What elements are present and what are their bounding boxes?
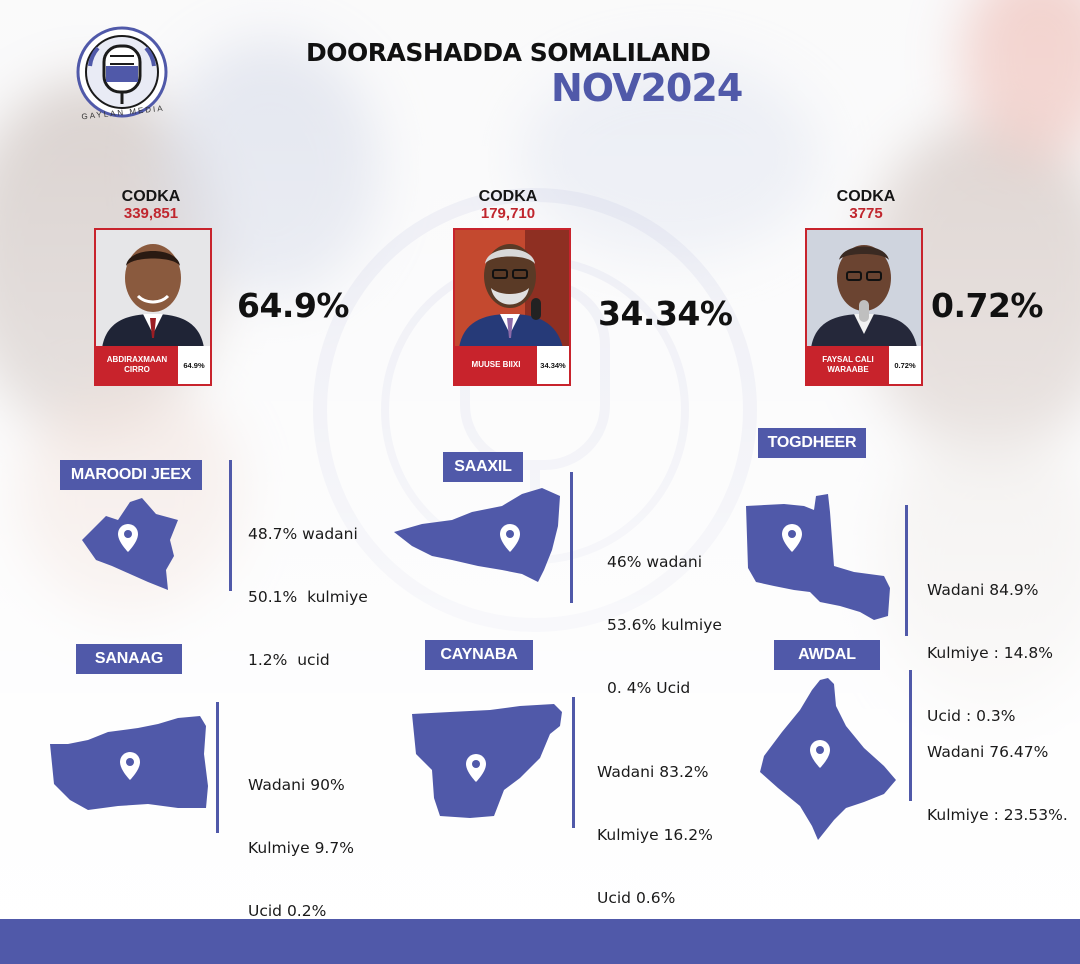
result-line: 48.7% wadani	[248, 525, 358, 543]
candidate-photo	[96, 230, 210, 348]
candidate-vote-header: CODKA 179,710	[452, 188, 564, 222]
page-title: DOORASHADDA SOMALILAND	[306, 38, 711, 67]
candidate-percent: 0.72%	[931, 286, 1044, 325]
candidate-photo	[807, 230, 921, 348]
candidate-card: ABDIRAXMAAN CIRRO 64.9%	[94, 228, 212, 386]
region-map-maroodi-jeex	[82, 498, 178, 590]
result-line: 53.6% kulmiye	[607, 616, 722, 634]
candidate-name: ABDIRAXMAAN CIRRO	[96, 346, 178, 384]
region-map-awdal	[760, 678, 896, 840]
candidate-card-percent: 0.72%	[889, 346, 921, 384]
candidate-vote-header: CODKA 339,851	[96, 188, 206, 222]
result-line: 50.1% kulmiye	[248, 588, 368, 606]
result-line: Ucid : 0.3%	[927, 707, 1016, 725]
region-label-sanaag: SANAAG	[76, 644, 182, 674]
region-divider	[570, 472, 573, 603]
candidate-card-percent: 64.9%	[178, 346, 210, 384]
vote-count: 339,851	[123, 205, 179, 222]
region-results-togdheer: Wadani 84.9% Kulmiye : 14.8% Ucid : 0.3%	[927, 538, 1053, 769]
candidate-card-percent: 34.34%	[537, 346, 569, 384]
region-label-caynaba: CAYNABA	[425, 640, 533, 670]
region-divider	[229, 460, 232, 591]
result-line: Kulmiye : 14.8%	[927, 644, 1053, 662]
candidate-percent: 34.34%	[598, 294, 733, 333]
candidate-name-bar: ABDIRAXMAAN CIRRO 64.9%	[96, 346, 210, 384]
vote-count: 179,710	[480, 205, 536, 222]
candidate-photo	[455, 230, 569, 348]
region-label-saaxil: SAAXIL	[443, 452, 523, 482]
region-label-maroodi-jeex: MAROODI JEEX	[60, 460, 202, 490]
votes-label: CODKA	[478, 188, 538, 205]
result-line: Ucid 0.6%	[597, 889, 676, 907]
region-divider	[909, 670, 912, 801]
vote-count: 3775	[849, 205, 883, 222]
result-line: Wadani 76.47%	[927, 743, 1049, 761]
result-line: Kulmiye 9.7%	[248, 839, 354, 857]
region-map-togdheer	[746, 494, 890, 620]
region-results-awdal: Wadani 76.47% Kulmiye : 23.53%.	[927, 700, 1068, 868]
result-line: 46% wadani	[607, 553, 703, 571]
candidate-vote-header: CODKA 3775	[810, 188, 922, 222]
region-divider	[905, 505, 908, 636]
page-subtitle: NOV2024	[551, 66, 743, 110]
region-results-saaxil: 46% wadani 53.6% kulmiye 0. 4% Ucid	[607, 510, 722, 741]
candidate-name-bar: FAYSAL CALI WARAABE 0.72%	[807, 346, 921, 384]
candidate-name-bar: MUUSE BIIXI 34.34%	[455, 346, 569, 384]
map-pin-icon	[810, 740, 830, 768]
region-label-awdal: AWDAL	[774, 640, 880, 670]
candidate-name: MUUSE BIIXI	[455, 346, 537, 384]
result-line: Wadani 90%	[248, 776, 345, 794]
candidate-card: FAYSAL CALI WARAABE 0.72%	[805, 228, 923, 386]
map-pin-icon	[118, 524, 138, 552]
candidate-name: FAYSAL CALI WARAABE	[807, 346, 889, 384]
region-map-sanaag	[50, 716, 208, 810]
region-results-caynaba: Wadani 83.2% Kulmiye 16.2% Ucid 0.6%	[597, 720, 713, 951]
map-pin-icon	[466, 754, 486, 782]
map-pin-icon	[500, 524, 520, 552]
region-label-togdheer: TOGDHEER	[758, 428, 866, 458]
region-map-saaxil	[394, 488, 560, 582]
footer-bar	[0, 919, 1080, 964]
candidate-percent: 64.9%	[237, 286, 350, 325]
region-results-maroodi-jeex: 48.7% wadani 50.1% kulmiye 1.2% ucid	[248, 482, 368, 713]
region-map-caynaba	[412, 704, 562, 818]
region-results-sanaag: Wadani 90% Kulmiye 9.7% Ucid 0.2%	[248, 733, 354, 964]
result-line: 1.2% ucid	[248, 651, 330, 669]
votes-label: CODKA	[836, 188, 896, 205]
gaylan-media-logo	[76, 26, 168, 118]
region-divider	[216, 702, 219, 833]
result-line: Ucid 0.2%	[248, 902, 327, 920]
result-line: 0. 4% Ucid	[607, 679, 691, 697]
votes-label: CODKA	[121, 188, 181, 205]
result-line: Kulmiye : 23.53%.	[927, 806, 1068, 824]
result-line: Wadani 83.2%	[597, 763, 709, 781]
map-pin-icon	[120, 752, 140, 780]
result-line: Kulmiye 16.2%	[597, 826, 713, 844]
map-pin-icon	[782, 524, 802, 552]
result-line: Wadani 84.9%	[927, 581, 1039, 599]
candidate-card: MUUSE BIIXI 34.34%	[453, 228, 571, 386]
region-divider	[572, 697, 575, 828]
